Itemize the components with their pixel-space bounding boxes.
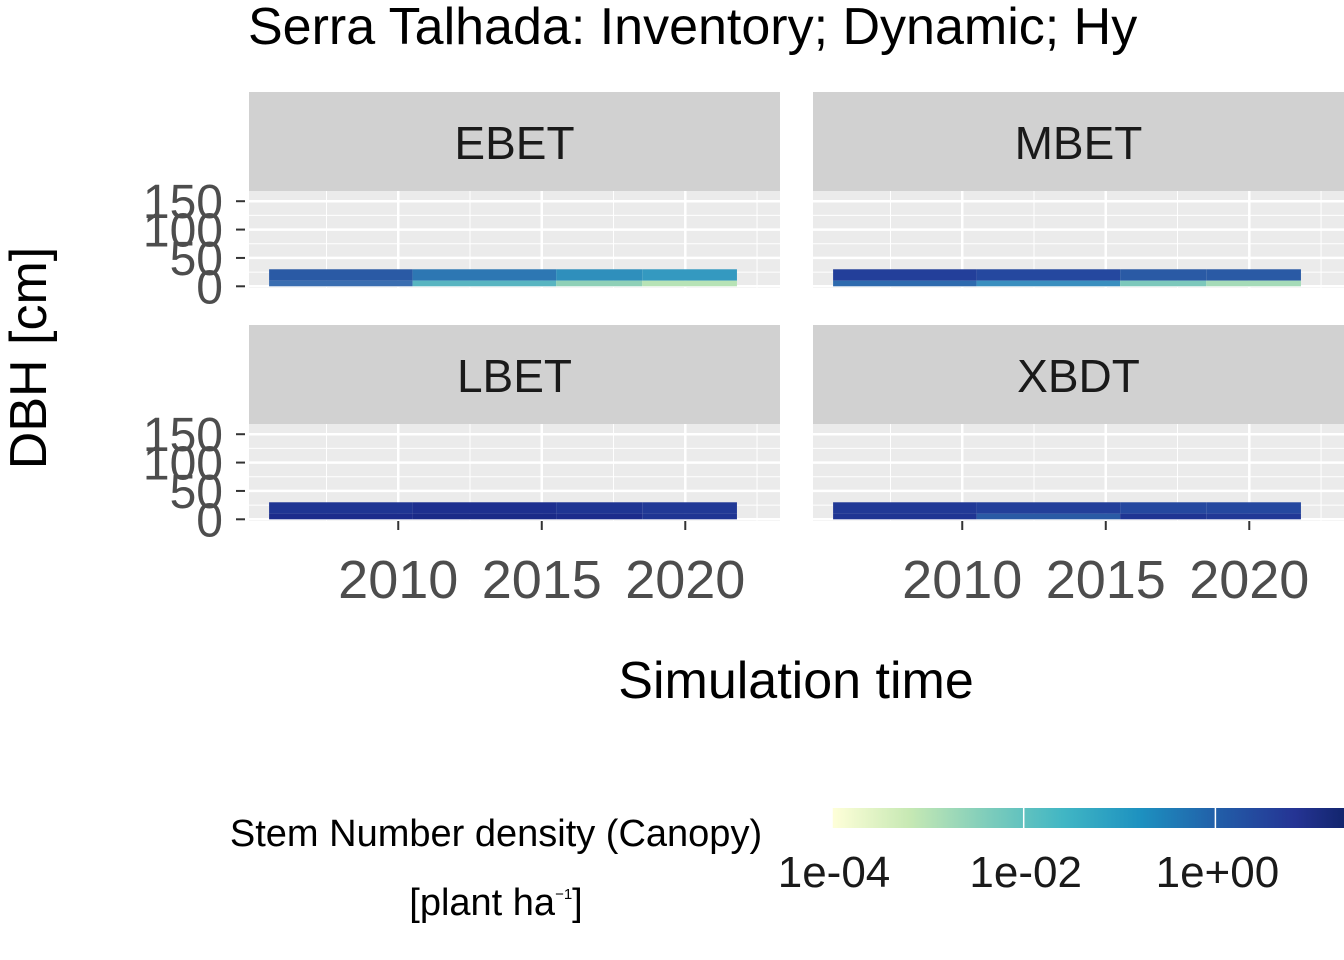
facet-strip-label: EBET — [454, 117, 574, 169]
facet-strip — [813, 92, 1344, 191]
chart-title: Serra Talhada: Inventory; Dynamic; Hy — [248, 0, 1137, 56]
heatmap-cell — [269, 269, 413, 281]
y-tick-label: 150 — [143, 176, 223, 229]
x-tick-label: 2015 — [482, 550, 602, 610]
heatmap-cell — [1206, 280, 1301, 287]
heatmap-cell — [412, 269, 557, 281]
legend-title-line2: [plant ha−1] — [409, 882, 582, 924]
facet-strip-label: LBET — [457, 350, 572, 402]
legend-unit-suffix: ] — [572, 882, 583, 924]
heatmap-cell — [1120, 513, 1207, 520]
heatmap-cell — [269, 502, 413, 514]
x-tick-label: 2020 — [1189, 550, 1309, 610]
x-tick-label: 2015 — [1046, 550, 1166, 610]
heatmap-cell — [269, 280, 413, 287]
heatmap-cell — [642, 280, 737, 287]
heatmap-cell — [412, 280, 557, 287]
heatmap-cell — [976, 269, 1121, 281]
heatmap-cell — [556, 502, 643, 514]
facet-strip — [249, 325, 780, 424]
heatmap-cell — [642, 513, 737, 520]
y-tick-label: 100 — [143, 205, 223, 258]
legend-tick-label: 1e+00 — [1156, 848, 1280, 897]
color-legend: Stem Number density (Canopy) [plant ha−1… — [230, 808, 1344, 924]
facet-strip-label: XBDT — [1017, 350, 1140, 402]
y-tick-label: 0 — [196, 494, 223, 547]
heatmap-cell — [1120, 280, 1207, 287]
heatmap-cell — [1206, 502, 1301, 514]
facet-panel: MBET — [813, 92, 1344, 288]
heatmap-cell — [833, 269, 977, 281]
heatmap-cell — [1120, 502, 1207, 514]
heatmap-cell — [833, 502, 977, 514]
heatmap-cell — [412, 513, 557, 520]
x-tick-label: 2010 — [338, 550, 458, 610]
heatmap-cell — [556, 513, 643, 520]
heatmap-cell — [976, 280, 1121, 287]
y-tick-label: 50 — [170, 466, 223, 519]
legend-tick-label: 1e-02 — [969, 848, 1082, 897]
x-tick-label: 2020 — [625, 550, 745, 610]
heatmap-cell — [412, 502, 557, 514]
heatmap-cell — [976, 502, 1121, 514]
heatmap-cell — [833, 280, 977, 287]
x-axis-label: Simulation time — [618, 652, 973, 710]
legend-colorbar — [832, 808, 1344, 828]
facet-panel: XBDT 2010 2015 2020 — [813, 325, 1344, 610]
legend-unit-prefix: [plant ha — [409, 882, 556, 924]
heatmap-cell — [642, 269, 737, 281]
y-tick-label: 150 — [143, 409, 223, 462]
legend-tick-label: 1e-04 — [778, 848, 891, 897]
heatmap-cell — [833, 513, 977, 520]
x-tick-label: 2010 — [902, 550, 1022, 610]
y-axis-label: DBH [cm] — [0, 247, 58, 469]
y-tick-label: 0 — [196, 261, 223, 314]
heatmap-cell — [1120, 269, 1207, 281]
facet-strip — [249, 92, 780, 191]
legend-unit-superscript: −1 — [555, 886, 572, 903]
facet-strip — [813, 325, 1344, 424]
y-tick-label: 50 — [170, 233, 223, 286]
legend-title-line1: Stem Number density (Canopy) — [230, 813, 762, 855]
y-tick-label: 100 — [143, 438, 223, 491]
facet-strip-label: MBET — [1015, 117, 1143, 169]
heatmap-cell — [556, 280, 643, 287]
heatmap-cell — [1206, 513, 1301, 520]
heatmap-cell — [269, 513, 413, 520]
heatmap-cell — [642, 502, 737, 514]
heatmap-cell — [976, 513, 1121, 520]
heatmap-cell — [556, 269, 643, 281]
heatmap-cell — [1206, 269, 1301, 281]
